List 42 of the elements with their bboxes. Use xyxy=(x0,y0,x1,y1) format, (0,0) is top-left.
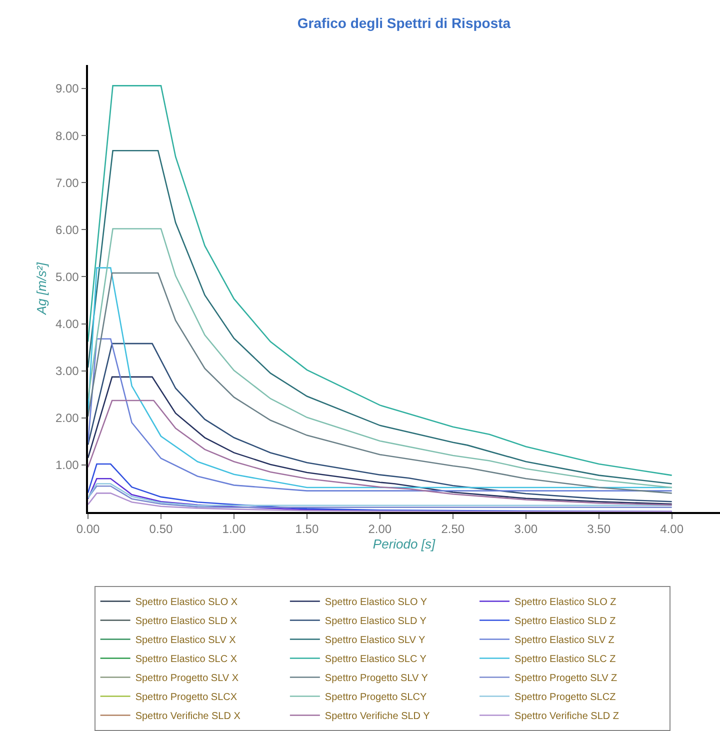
x-tick-label: 2.50 xyxy=(441,522,465,536)
legend-label: Spettro Elastico SLD X xyxy=(135,616,238,628)
x-tick-label: 4.00 xyxy=(660,522,684,536)
legend-label: Spettro Progetto SLCZ xyxy=(514,692,616,704)
legend-label: Spettro Elastico SLD Y xyxy=(324,616,427,628)
legend-label: Spettro Elastico SLO Y xyxy=(324,597,428,608)
x-axis-title: Periodo [s] xyxy=(372,536,436,552)
legend-label: Spettro Elastico SLC Y xyxy=(324,654,427,666)
y-tick-label: 5.00 xyxy=(55,270,80,284)
legend-label: Spettro Elastico SLO X xyxy=(135,597,238,608)
x-tick-label: 3.00 xyxy=(514,522,538,536)
y-axis-title: Ag [m/s²] xyxy=(34,262,49,316)
x-tick-label: 1.00 xyxy=(222,522,246,536)
y-tick-label: 2.00 xyxy=(55,411,80,426)
y-tick-label: 1.00 xyxy=(55,458,80,472)
legend-label: Spettro Elastico SLO Z xyxy=(514,597,616,608)
legend-label: Spettro Progetto SLCY xyxy=(324,692,427,704)
x-tick-label: 2.00 xyxy=(368,522,392,536)
x-tick-label: 0.50 xyxy=(149,522,173,536)
legend-label: Spettro Verifiche SLD Y xyxy=(324,711,430,722)
legend-label: Spettro Elastico SLD Z xyxy=(514,616,616,628)
legend-label: Spettro Elastico SLV X xyxy=(135,635,236,646)
legend-label: Spettro Elastico SLV Y xyxy=(324,635,426,646)
legend-label: Spettro Verifiche SLD X xyxy=(135,711,241,722)
legend-label: Spettro Elastico SLC Z xyxy=(514,654,616,666)
legend-label: Spettro Progetto SLV Y xyxy=(324,673,428,684)
y-tick-label: 4.00 xyxy=(55,316,80,331)
y-tick-label: 9.00 xyxy=(55,82,80,96)
y-tick-label: 7.00 xyxy=(55,176,80,190)
x-tick-label: 1.50 xyxy=(295,522,319,536)
y-tick-label: 3.00 xyxy=(55,364,80,378)
legend-label: Spettro Progetto SLV X xyxy=(135,673,239,684)
legend-label: Spettro Elastico SLC X xyxy=(135,654,238,666)
legend-label: Spettro Progetto SLV Z xyxy=(514,673,618,684)
y-tick-label: 6.00 xyxy=(55,222,80,237)
legend-label: Spettro Verifiche SLD Z xyxy=(514,711,620,722)
y-tick-label: 8.00 xyxy=(55,128,80,143)
x-tick-label: 0.00 xyxy=(76,522,100,536)
legend-label: Spettro Progetto SLCX xyxy=(135,692,238,704)
legend-label: Spettro Elastico SLV Z xyxy=(514,635,614,646)
x-tick-label: 3.50 xyxy=(587,522,611,536)
chart-title: Grafico degli Spettri di Risposta xyxy=(297,15,511,32)
